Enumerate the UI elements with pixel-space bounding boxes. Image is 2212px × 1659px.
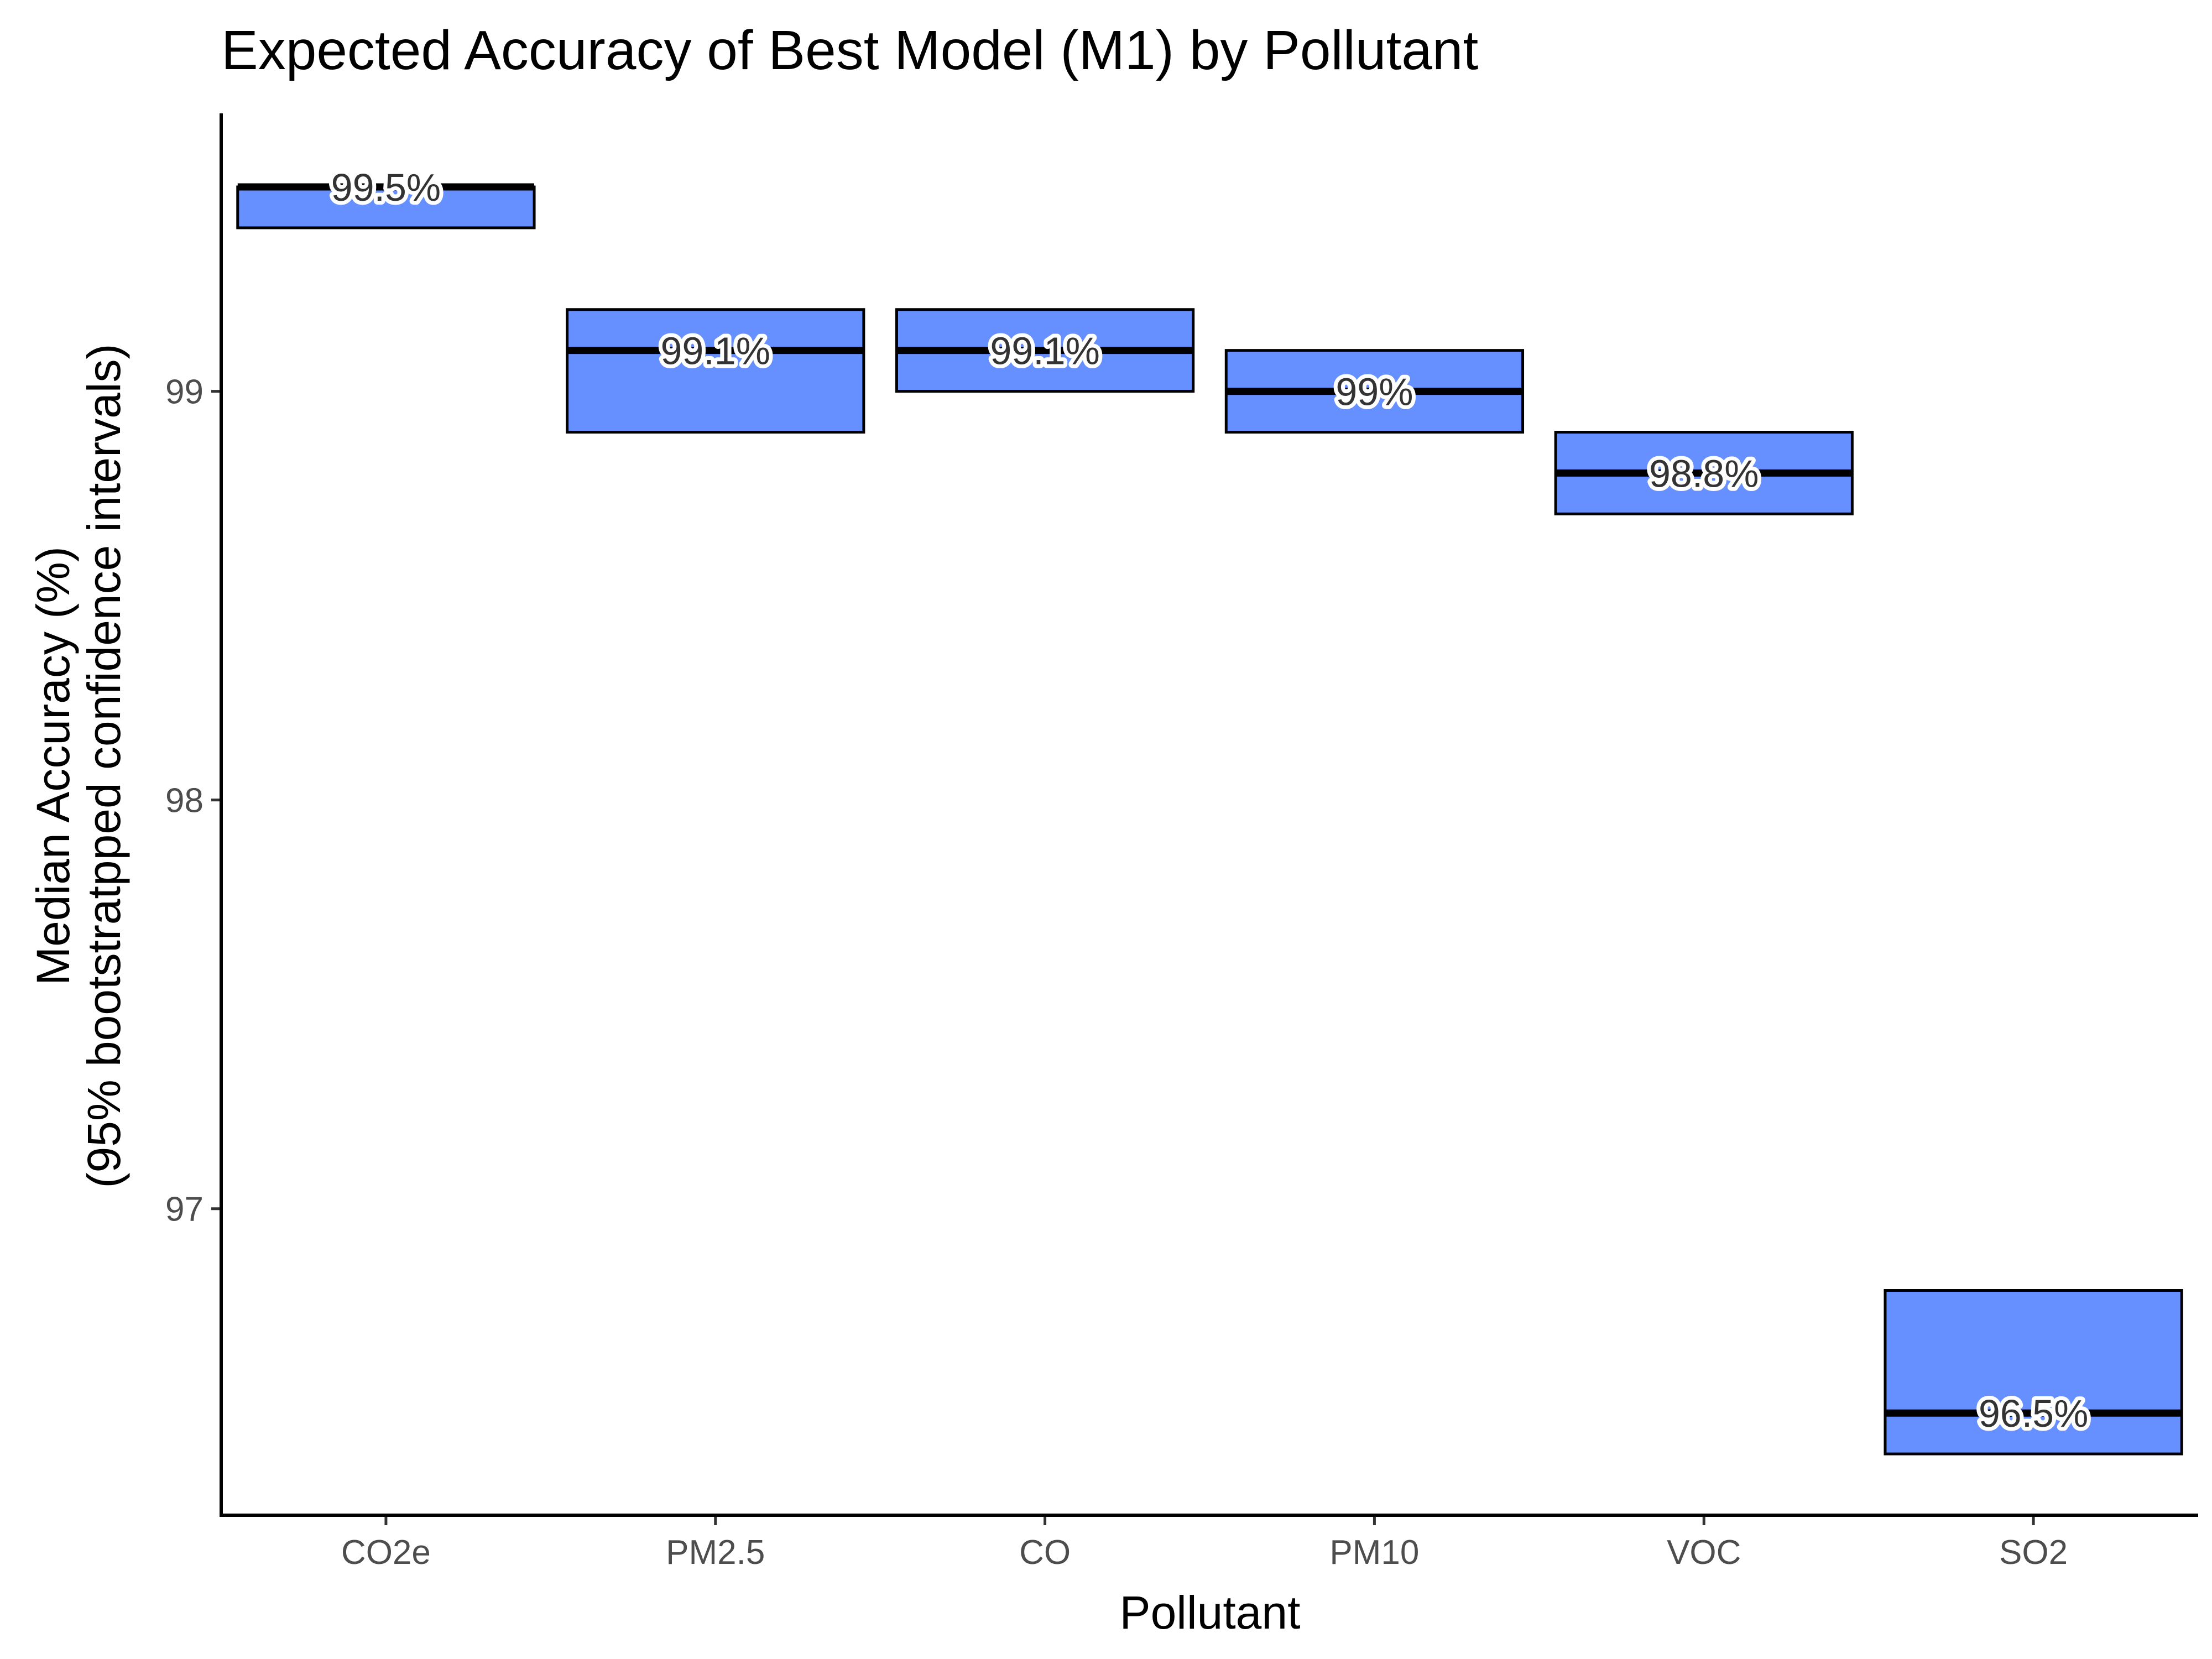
y-axis-title-line-2: (95% bootstratpped confidence intervals) xyxy=(78,344,130,1188)
median-value-label: 99% xyxy=(1335,371,1413,414)
y-tick-label: 97 xyxy=(165,1191,204,1229)
x-tick-label: CO2e xyxy=(341,1533,431,1572)
y-tick-label: 98 xyxy=(165,782,204,820)
x-tick-label: PM10 xyxy=(1329,1533,1419,1572)
x-tick-label: PM2.5 xyxy=(666,1533,765,1572)
ci-box xyxy=(566,308,865,434)
median-value-label: 99.1% xyxy=(990,330,1099,373)
median-value-label: 99.1% xyxy=(661,330,770,373)
y-axis-ticks: 97 98 99 xyxy=(165,373,221,1229)
x-tick-label: CO xyxy=(1019,1533,1071,1572)
x-axis-ticks: CO2e PM2.5 CO PM10 VOC SO2 xyxy=(341,1515,2068,1572)
median-value-label: 98.8% xyxy=(1649,452,1759,495)
median-value-label: 96.5% xyxy=(1979,1392,2088,1435)
y-axis-title: Median Accuracy (%) (95% bootstratpped c… xyxy=(27,344,130,1188)
x-tick-label: VOC xyxy=(1667,1533,1741,1572)
median-value-label: 99.5% xyxy=(331,166,441,209)
ci-box xyxy=(1884,1289,2183,1455)
y-axis-title-line-1: Median Accuracy (%) xyxy=(27,546,79,985)
x-axis-title: Pollutant xyxy=(1120,1587,1301,1639)
chart-title: Expected Accuracy of Best Model (M1) by … xyxy=(221,19,1479,81)
x-tick-label: SO2 xyxy=(1999,1533,2068,1572)
plot-marks: 99.5% 99.1% 99.1% 99% 98.8% 96.5% xyxy=(236,162,2183,1455)
y-tick-label: 99 xyxy=(165,373,204,411)
